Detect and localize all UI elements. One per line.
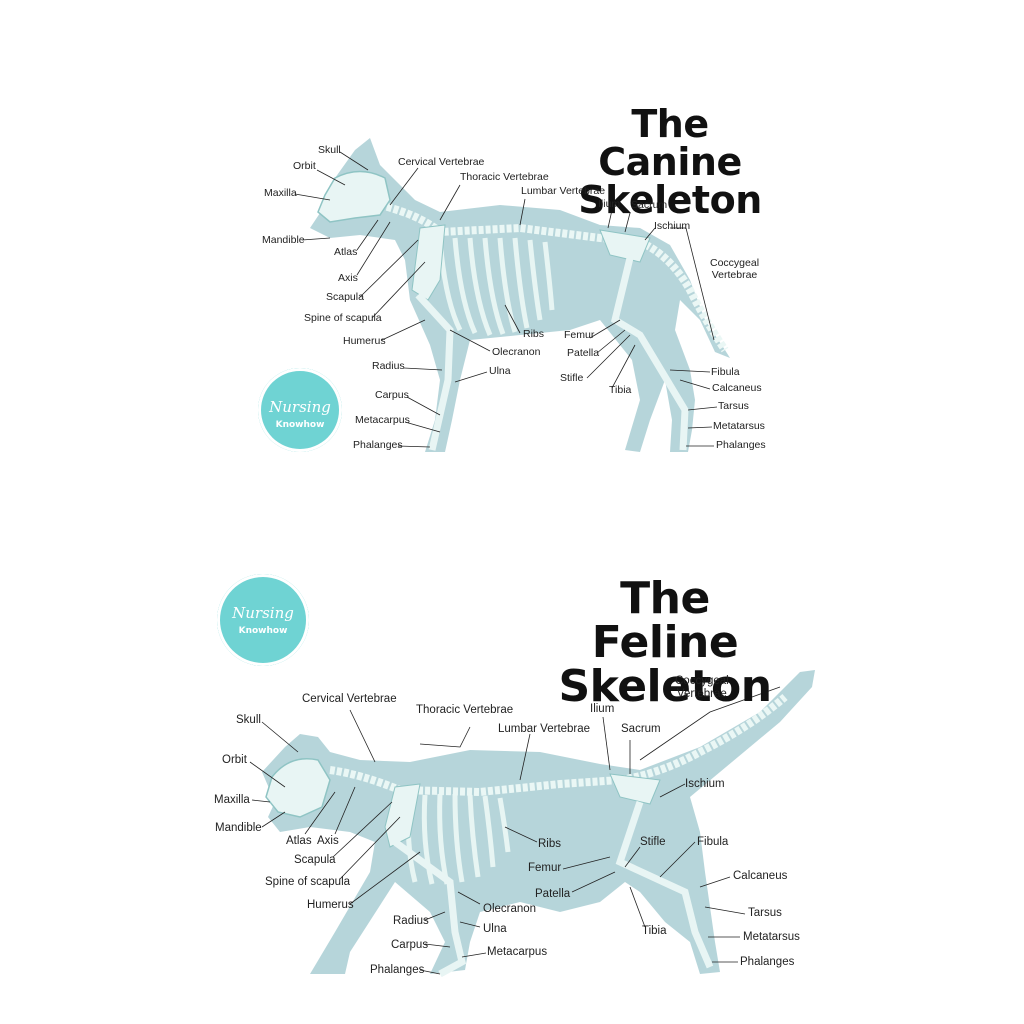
canine-panel: The Canine Skeleton Nursing Knowhow Skul…: [258, 105, 780, 452]
feline-body-silhouette: [262, 670, 815, 974]
canine-label-olecranon: Olecranon: [492, 346, 541, 358]
canine-label-sacrum: Sacrum: [631, 199, 668, 211]
canine-label-coccygeal-line2: Vertebrae: [711, 268, 758, 281]
feline-label-carpus: Carpus: [391, 939, 429, 951]
feline-label-calcaneus: Calcaneus: [733, 870, 788, 882]
feline-title-line2: Skeleton: [558, 661, 772, 712]
feline-label-patella: Patella: [535, 888, 571, 900]
canine-label-orbit: Orbit: [293, 160, 316, 172]
feline-label-coccygeal-vertebrae: Coccygeal Vertebrae: [675, 675, 729, 700]
canine-label-coccygeal-vertebrae: Coccygeal Vertebrae: [710, 257, 760, 281]
feline-label-skull: Skull: [236, 714, 261, 726]
canine-label-lumbar-vertebrae: Lumbar Vertebrae: [521, 185, 606, 197]
feline-label-metacarpus: Metacarpus: [487, 946, 548, 958]
canine-pelvis: [599, 229, 651, 263]
canine-illustration: [294, 138, 730, 452]
feline-panel: The Feline Skeleton Nursing Knowhow Cerv…: [0, 512, 1024, 1024]
canine-label-mandible: Mandible: [262, 234, 305, 246]
canine-label-metatarsus: Metatarsus: [713, 420, 765, 432]
canine-title-line1: The Canine: [598, 102, 742, 184]
feline-label-olecranon: Olecranon: [483, 903, 537, 915]
feline-label-phalanges-hind: Phalanges: [740, 956, 795, 968]
canine-label-humerus: Humerus: [343, 335, 386, 347]
feline-illustration: [249, 670, 815, 978]
feline-label-lumbar-vertebrae: Lumbar Vertebrae: [498, 723, 591, 735]
feline-label-axis: Axis: [317, 835, 339, 847]
feline-foreleg-bones: [392, 839, 467, 978]
feline-skull: [265, 758, 331, 818]
feline-label-tarsus: Tarsus: [748, 907, 782, 919]
canine-logo-line1: Nursing: [269, 398, 331, 416]
feline-label-maxilla: Maxilla: [214, 794, 250, 806]
canine-label-coccygeal-line1: Coccygeal: [710, 257, 760, 269]
canine-label-patella: Patella: [567, 347, 600, 359]
feline-title-line1: The Feline: [591, 573, 739, 668]
feline-label-ribs: Ribs: [538, 838, 562, 850]
feline-label-tibia: Tibia: [642, 925, 667, 937]
canine-label-scapula: Scapula: [326, 291, 364, 303]
feline-hindleg-bones: [615, 800, 714, 969]
canine-label-stifle: Stifle: [560, 372, 584, 384]
feline-label-thoracic-vertebrae: Thoracic Vertebrae: [416, 704, 514, 716]
canine-skull: [317, 170, 391, 223]
canine-label-atlas: Atlas: [334, 246, 358, 258]
feline-label-ischium: Ischium: [685, 778, 725, 790]
canine-logo: Nursing Knowhow: [258, 368, 342, 452]
canine-label-maxilla: Maxilla: [264, 187, 297, 199]
canine-ribs: [437, 237, 555, 336]
feline-pelvis: [609, 773, 661, 805]
feline-title: The Feline Skeleton: [545, 577, 785, 709]
feline-label-cervical-vertebrae: Cervical Vertebrae: [302, 693, 397, 705]
canine-label-axis: Axis: [338, 272, 358, 284]
canine-leader-lines: [294, 151, 718, 448]
feline-label-atlas: Atlas: [286, 835, 312, 847]
feline-label-sacrum: Sacrum: [621, 723, 661, 735]
canine-foreleg-bones: [415, 292, 454, 451]
feline-label-coccygeal-line1: Coccygeal: [675, 675, 729, 687]
canine-label-ulna: Ulna: [489, 365, 511, 377]
feline-spine: [329, 693, 788, 797]
feline-logo-line2: Knowhow: [238, 626, 288, 636]
canine-hindleg-bones: [610, 257, 689, 451]
feline-label-coccygeal-line2: Vertebrae: [676, 687, 727, 700]
feline-label-femur: Femur: [528, 862, 562, 874]
canine-label-ribs: Ribs: [523, 328, 545, 340]
canine-title: The Canine Skeleton: [560, 105, 780, 219]
canine-label-femur: Femur: [564, 329, 595, 341]
canine-label-tibia: Tibia: [609, 384, 632, 396]
feline-label-orbit: Orbit: [222, 754, 247, 766]
canine-label-ischium: Ischium: [654, 220, 691, 232]
canine-label-metacarpus: Metacarpus: [355, 414, 410, 426]
canine-label-radius: Radius: [372, 360, 405, 372]
feline-logo: Nursing Knowhow: [217, 574, 309, 666]
feline-logo-line1: Nursing: [232, 604, 294, 622]
feline-label-scapula: Scapula: [294, 854, 336, 866]
canine-scapula: [411, 224, 446, 301]
feline-label-ulna: Ulna: [483, 923, 507, 935]
canine-label-thoracic-vertebrae: Thoracic Vertebrae: [460, 171, 549, 183]
feline-label-spine-of-scapula: Spine of scapula: [265, 876, 351, 888]
canine-logo-line2: Knowhow: [275, 420, 325, 430]
feline-label-metatarsus: Metatarsus: [743, 931, 800, 943]
feline-label-phalanges-front: Phalanges: [370, 964, 425, 976]
canine-label-ilium: Ilium: [598, 198, 621, 210]
canine-label-cervical-vertebrae: Cervical Vertebrae: [398, 156, 485, 168]
feline-label-radius: Radius: [393, 915, 429, 927]
canine-label-phalanges-hind: Phalanges: [716, 439, 766, 451]
feline-label-fibula: Fibula: [697, 836, 729, 848]
feline-leader-lines: [249, 686, 781, 975]
feline-label-mandible: Mandible: [215, 822, 262, 834]
canine-label-phalanges-front: Phalanges: [353, 439, 403, 451]
canine-label-fibula: Fibula: [711, 366, 740, 378]
canine-label-skull: Skull: [318, 144, 341, 156]
canine-label-tarsus: Tarsus: [718, 400, 749, 412]
feline-label-stifle: Stifle: [640, 836, 666, 848]
canine-label-calcaneus: Calcaneus: [712, 382, 762, 394]
feline-label-ilium: Ilium: [590, 703, 615, 715]
canine-label-carpus: Carpus: [375, 389, 409, 401]
feline-label-humerus: Humerus: [307, 899, 354, 911]
canine-spine: [379, 201, 729, 353]
canine-label-spine-of-scapula: Spine of scapula: [304, 312, 382, 324]
canine-title-line2: Skeleton: [578, 178, 762, 222]
